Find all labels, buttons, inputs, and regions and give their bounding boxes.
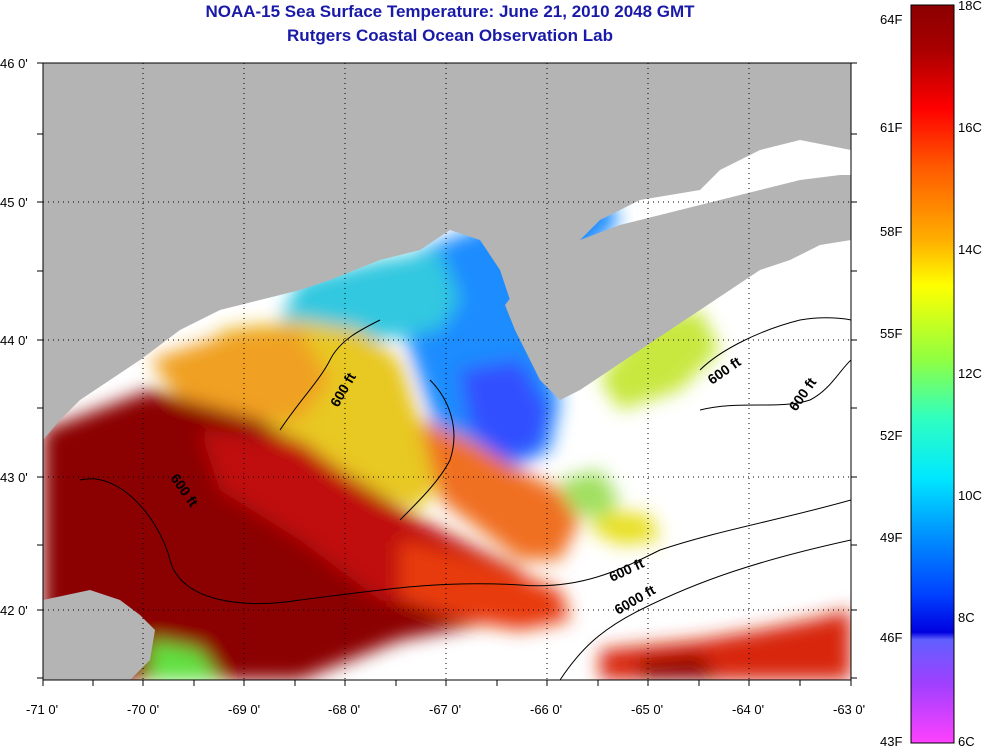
lon-label: -67 0' — [429, 702, 461, 717]
lon-label: -70 0' — [127, 702, 159, 717]
axis-ticks — [37, 62, 857, 686]
lon-label: -63 0' — [833, 702, 865, 717]
lat-label: 44 0' — [0, 333, 28, 348]
map-subtitle: Rutgers Coastal Ocean Observation Lab — [287, 26, 613, 45]
lon-label: -64 0' — [732, 702, 764, 717]
map-title: NOAA-15 Sea Surface Temperature: June 21… — [205, 2, 695, 21]
lon-label: -68 0' — [328, 702, 360, 717]
lat-label: 45 0' — [0, 195, 28, 210]
lat-label: 43 0' — [0, 470, 28, 485]
lon-label: -71 0' — [26, 702, 58, 717]
lon-label: -66 0' — [530, 702, 562, 717]
lon-label: -69 0' — [228, 702, 260, 717]
land — [43, 63, 851, 680]
lon-label: -65 0' — [631, 702, 663, 717]
lat-label: 42 0' — [0, 603, 28, 618]
map-frame — [42, 62, 852, 681]
bathymetry-contours — [79, 317, 851, 680]
lat-label: 46 0' — [0, 56, 28, 71]
temperature-field — [43, 140, 851, 680]
